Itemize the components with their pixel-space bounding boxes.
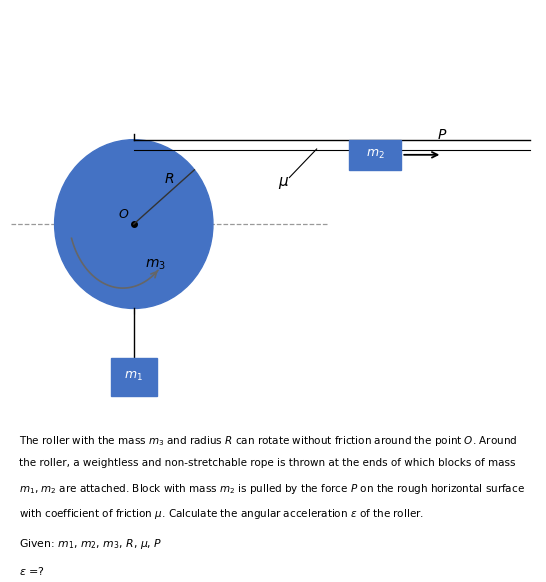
Text: $P$: $P$ [437, 128, 447, 142]
Bar [349, 140, 401, 170]
Text: $m_1$, $m_2$ are attached. Block with mass $m_2$ is pulled by the force $P$ on t: $m_1$, $m_2$ are attached. Block with ma… [19, 482, 525, 496]
Text: $\varepsilon$ =?: $\varepsilon$ =? [19, 565, 45, 577]
Text: $m_1$: $m_1$ [124, 370, 143, 384]
Text: Given: $m_1$, $m_2$, $m_3$, $R$, $\mu$, $P$: Given: $m_1$, $m_2$, $m_3$, $R$, $\mu$, … [19, 537, 163, 551]
Circle shape [55, 140, 213, 308]
Text: $O$: $O$ [118, 208, 129, 221]
Text: The roller with the mass $m_3$ and radius $R$ can rotate without friction around: The roller with the mass $m_3$ and radiu… [19, 434, 518, 448]
Text: with coefficient of friction $\mu$. Calculate the angular acceleration $\varepsi: with coefficient of friction $\mu$. Calc… [19, 507, 424, 521]
Text: $R$: $R$ [164, 172, 174, 186]
Text: the roller, a weightless and non-stretchable rope is thrown at the ends of which: the roller, a weightless and non-stretch… [19, 458, 515, 468]
Bar [110, 358, 157, 396]
Text: $\mu$: $\mu$ [278, 175, 289, 190]
Text: $m_3$: $m_3$ [145, 258, 166, 272]
Text: $m_2$: $m_2$ [366, 148, 385, 161]
